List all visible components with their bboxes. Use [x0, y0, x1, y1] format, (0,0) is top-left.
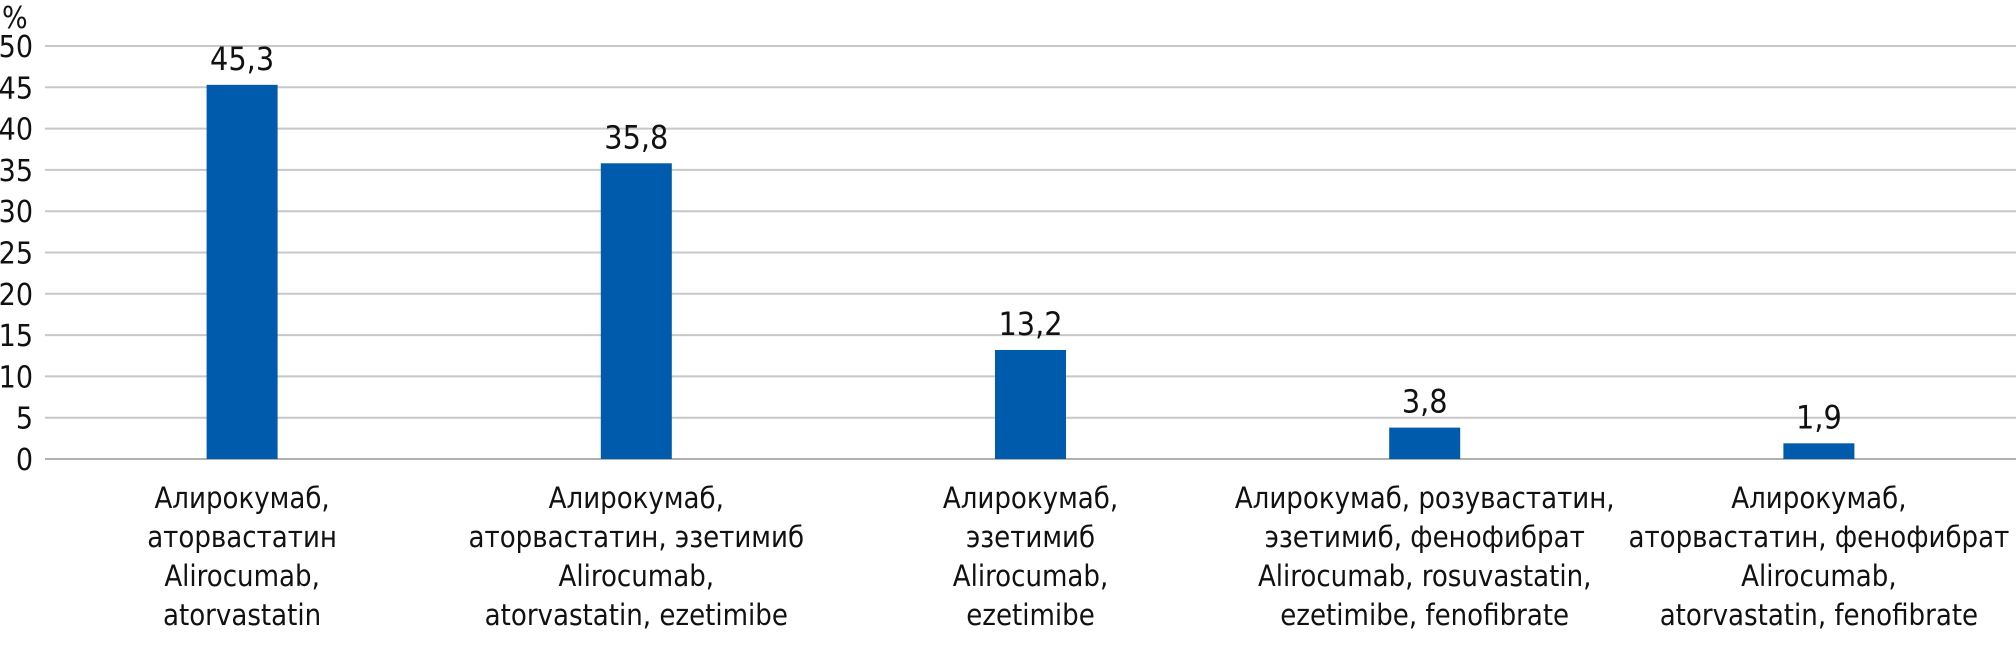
category-label-line: Алирокумаб, [943, 481, 1118, 515]
category-label-line: Alirocumab, [1741, 559, 1897, 593]
category-label-line: Alirocumab, [164, 559, 320, 593]
y-tick-label: 30 [0, 195, 33, 230]
category-label-line: Алирокумаб, розувастатин, [1235, 481, 1615, 515]
data-label: 13,2 [998, 305, 1062, 343]
data-labels: 45,3 35,8 13,2 3,8 1,9 [210, 40, 1842, 436]
y-tick-label: 15 [0, 319, 33, 354]
data-label: 3,8 [1402, 383, 1448, 421]
y-tick-label: 50 [0, 30, 33, 65]
category-label-line: аторвастатин [147, 520, 337, 554]
category-label-line: atorvastatin, fenofibrate [1660, 598, 1978, 632]
y-tick-label: 0 [16, 443, 33, 478]
data-label: 1,9 [1796, 398, 1842, 436]
bar [600, 163, 672, 460]
bar [995, 349, 1066, 459]
category-label-line: Алирокумаб, [154, 481, 329, 515]
y-tick-label: 20 [0, 278, 33, 313]
bar [1783, 443, 1855, 459]
bar [1389, 427, 1461, 459]
category-label-line: ezetimibe, fenofibrate [1280, 598, 1569, 632]
y-axis-ticks: 0 5 10 15 20 25 30 35 40 45 50 [0, 30, 33, 478]
category-label-line: аторвастатин, фенофибрат [1628, 520, 2009, 554]
data-label: 45,3 [210, 40, 274, 78]
y-tick-label: 35 [0, 154, 33, 189]
y-axis-unit-label: % [2, 1, 28, 36]
category-label-line: Алирокумаб, [549, 481, 724, 515]
bars [206, 84, 1855, 460]
category-label-line: atorvastatin, ezetimibe [485, 598, 788, 632]
y-tick-label: 40 [0, 113, 33, 148]
category-label-line: Alirocumab, [953, 559, 1109, 593]
category-label-line: Alirocumab, [559, 559, 715, 593]
category-label-line: Алирокумаб, [1731, 481, 1906, 515]
y-tick-label: 25 [0, 237, 33, 272]
category-label-line: Alirocumab, rosuvastatin, [1258, 559, 1592, 593]
y-tick-label: 45 [0, 71, 33, 106]
bar [206, 84, 278, 460]
y-tick-label: 10 [0, 360, 33, 395]
category-label-line: эзетимиб [966, 520, 1095, 554]
category-label-line: ezetimibe [966, 598, 1095, 632]
data-label: 35,8 [604, 118, 668, 156]
category-label-line: эзетимиб, фенофибрат [1265, 520, 1585, 554]
category-labels: Алирокумаб, аторвастатин Alirocumab, atorva… [147, 481, 2009, 632]
category-label-line: atorvastatin [163, 598, 321, 632]
y-tick-label: 5 [16, 402, 33, 437]
category-label-line: аторвастатин, эзетимиб [469, 520, 804, 554]
